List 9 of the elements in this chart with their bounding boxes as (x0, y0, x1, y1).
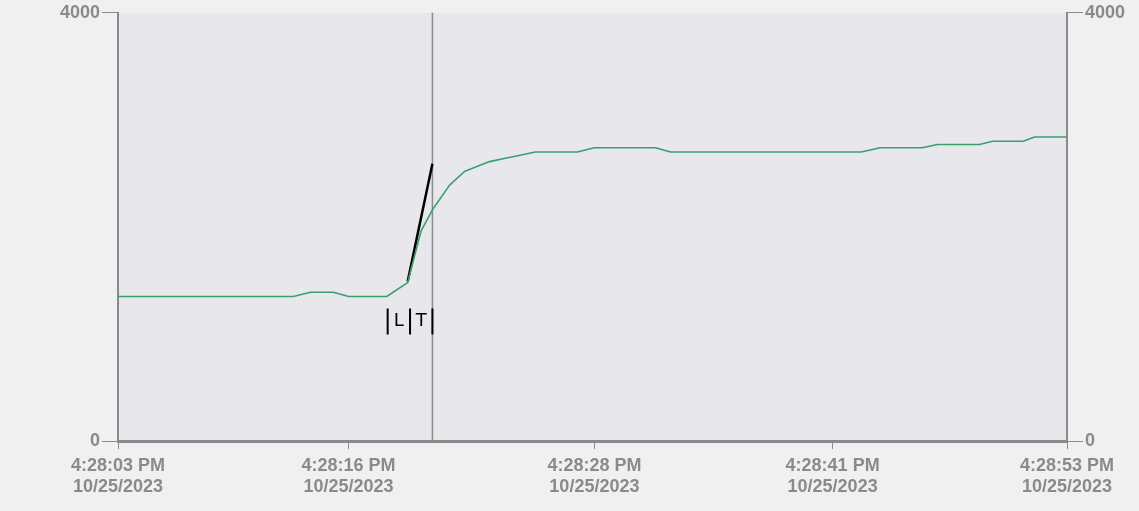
x-tick-label: 4:28:41 PM 10/25/2023 (785, 454, 880, 497)
x-tick-label: 4:28:53 PM 10/25/2023 (1019, 454, 1115, 497)
annotation: L (393, 309, 404, 331)
annotation: T (414, 309, 428, 331)
y2-tick-label: 4000 (1085, 1, 1126, 22)
x-tick-label: 4:28:28 PM 10/25/2023 (547, 454, 642, 497)
x-tick-label: 4:28:16 PM 10/25/2023 (301, 454, 396, 497)
x-tick-label: 4:28:03 PM 10/25/2023 (70, 454, 166, 497)
y2-tick-label: 0 (1085, 429, 1096, 450)
